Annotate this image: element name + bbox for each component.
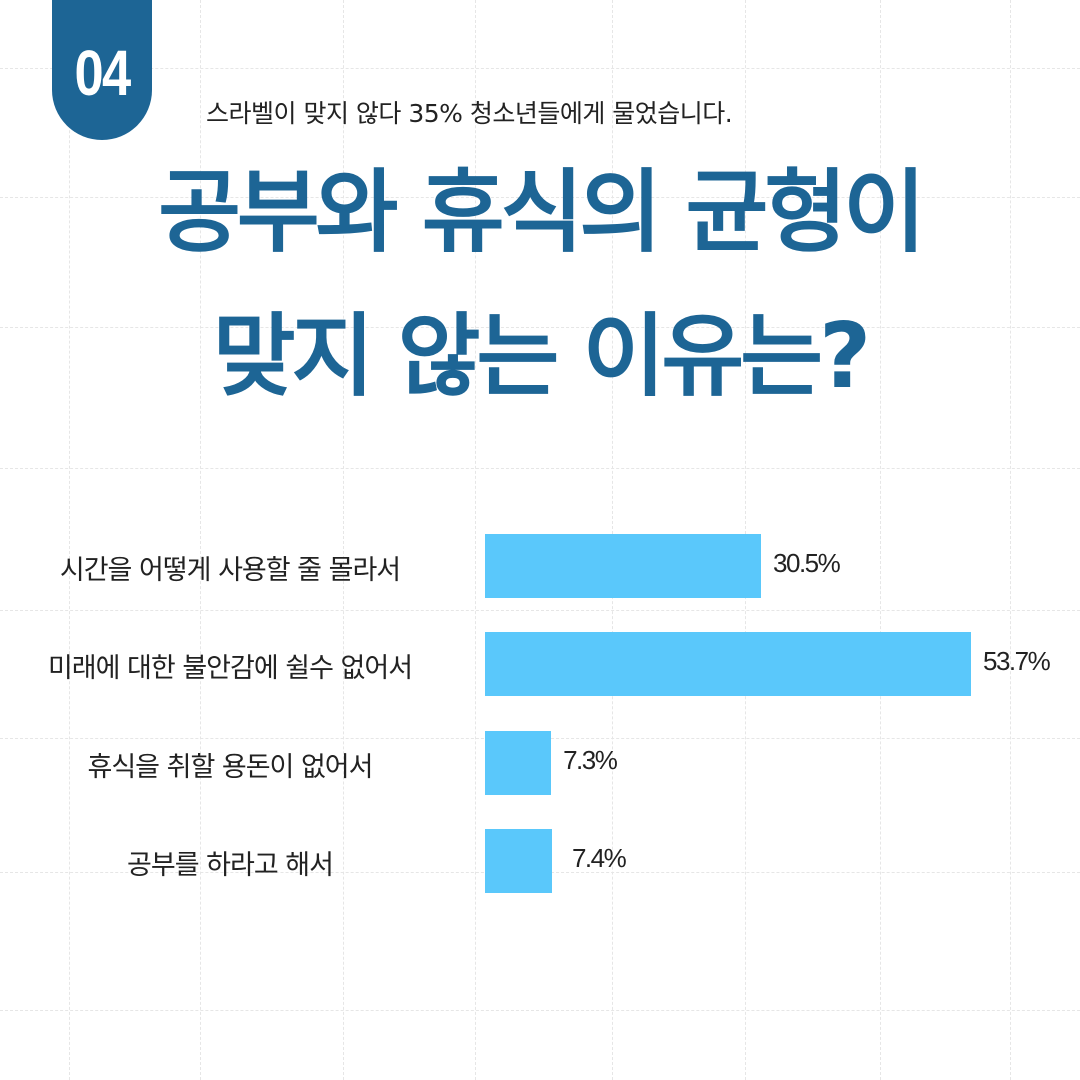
bar-label: 미래에 대한 불안감에 쉴수 없어서 — [47, 653, 413, 684]
section-number: 04 — [74, 37, 131, 109]
bar-value-label: 53.7% — [983, 646, 1051, 676]
bar-value-label: 30.5% — [773, 548, 841, 578]
title-line-2: 맞지 않는 이유는? — [212, 304, 871, 409]
bar — [485, 829, 552, 893]
bar-label: 시간을 어떻게 사용할 줄 몰라서 — [59, 555, 401, 586]
section-number-badge: 04 — [52, 0, 152, 140]
bar-label: 공부를 하라고 해서 — [127, 850, 334, 881]
subtitle: 스라벨이 맞지 않다 35% 청소년들에게 물었습니다. — [206, 99, 733, 128]
bar — [485, 534, 762, 598]
bar-value-label: 7.3% — [563, 745, 618, 775]
bar-value-label: 7.4% — [571, 843, 627, 873]
title-line-1: 공부와 휴식의 균형이 — [158, 160, 926, 265]
bar — [485, 632, 971, 696]
bar-label: 휴식을 취할 용돈이 없어서 — [87, 752, 374, 783]
bar — [485, 731, 552, 795]
